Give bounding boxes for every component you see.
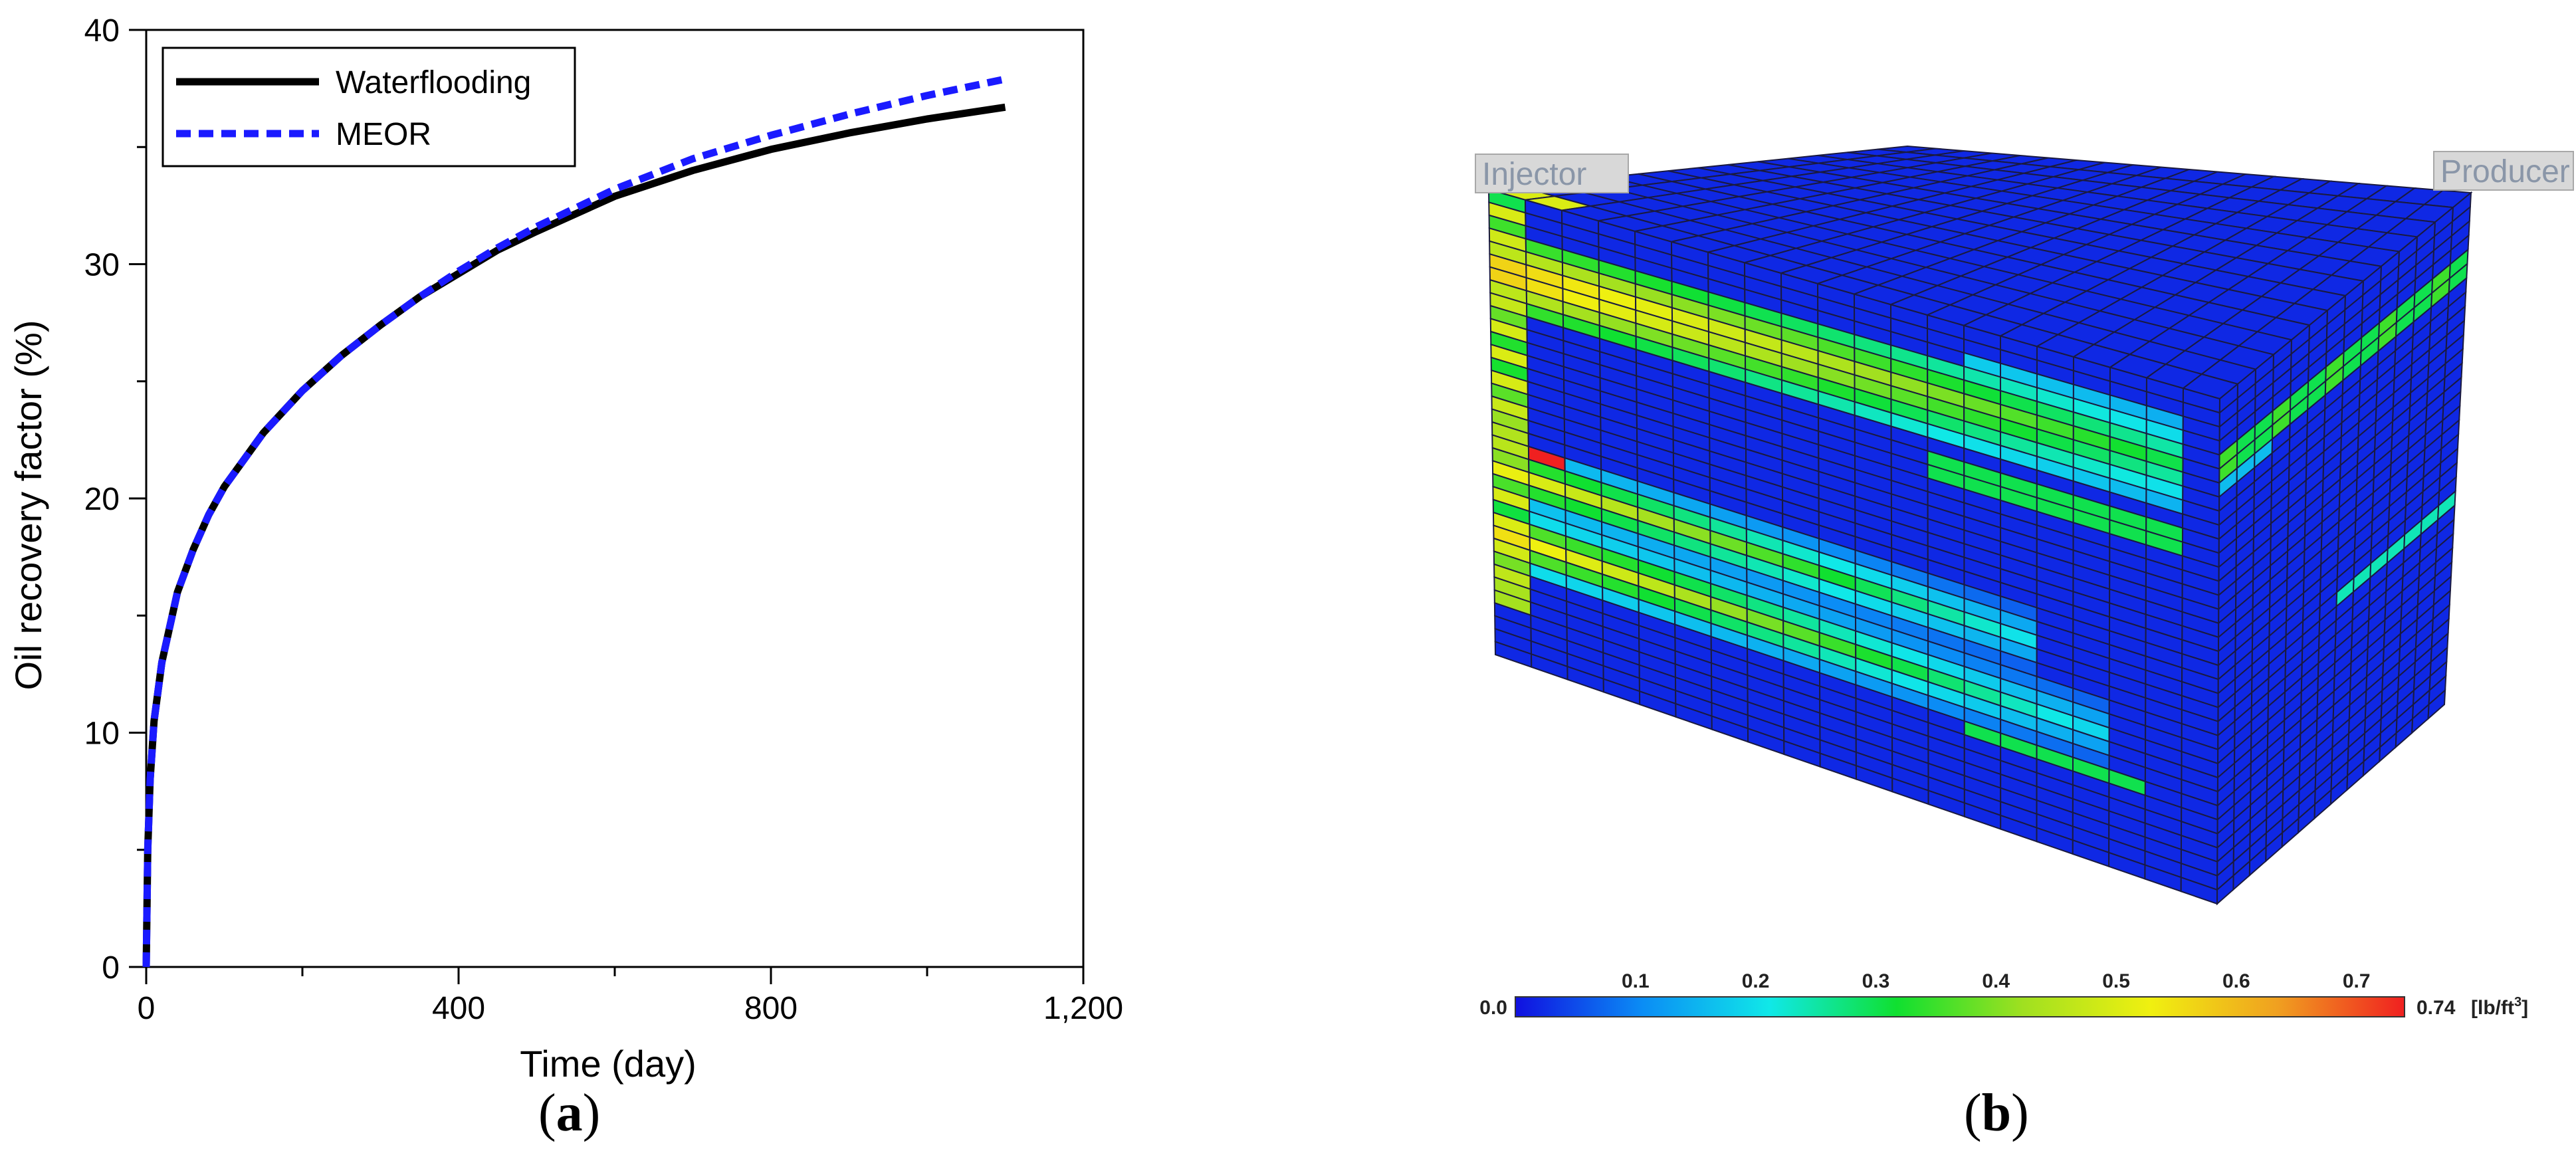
right-face: [2216, 191, 2472, 906]
colorbar-min-label: 0.0: [1479, 997, 1507, 1019]
producer-label: Producer: [2440, 154, 2570, 189]
colorbar-unit: [lb/ft3]: [2471, 995, 2528, 1019]
x-tick-label: 400: [432, 991, 485, 1026]
caption-a-letter: a: [556, 1084, 583, 1142]
colorbar: 0.1 0.2 0.3 0.4 0.5 0.6 0.7 0.0 0.74 [lb/ft3]: [1479, 970, 2528, 1019]
series-line-meor: [142, 75, 1006, 968]
colorbar-tick-label: 0.2: [1742, 970, 1770, 992]
colorbar-tick-label: 0.6: [2222, 970, 2250, 992]
caption-b-letter: b: [1981, 1084, 2012, 1142]
injector-label-box: [1475, 154, 1629, 193]
colorbar-tick-label: 0.7: [2343, 970, 2371, 992]
y-tick-label: 30: [84, 248, 120, 283]
colorbar-bar: [1515, 996, 2405, 1017]
legend: Waterflooding MEOR: [161, 47, 576, 167]
plot-frame: [145, 29, 1085, 968]
y-tick-label: 0: [102, 950, 120, 986]
x-axis-label: Time (day): [520, 1043, 697, 1085]
colorbar-max-label: 0.74: [2416, 997, 2456, 1019]
right-cell: [2427, 688, 2446, 720]
recovery-line-chart: 0 400 800 1,200 0 10 20 30 40 Oil recovery facto…: [7, 13, 1123, 1085]
reservoir-grid-3d: Injector Producer 0.1 0.2 0.3 0.4 0.5 0.6 0.70.…: [1475, 145, 2574, 1019]
x-tick-label: 1,200: [1043, 991, 1123, 1026]
caption-b: (b): [1964, 1084, 2029, 1142]
panel-a: 0 400 800 1,200 0 10 20 30 40 Oil recovery facto…: [0, 0, 1289, 1162]
top-face: [1488, 145, 2473, 400]
x-tick-label: 800: [744, 991, 798, 1026]
caption-a: (a): [538, 1084, 601, 1142]
injector-label: Injector: [1482, 157, 1586, 192]
front-face: [1487, 188, 2221, 905]
colorbar-tick-label: 0.3: [1862, 970, 1890, 992]
y-tick-label: 20: [84, 482, 120, 517]
legend-entry: Waterflooding: [336, 65, 531, 100]
colorbar-tick-label: 0.4: [1982, 970, 2010, 992]
colorbar-tick-label: 0.5: [2102, 970, 2130, 992]
legend-entry: MEOR: [336, 117, 431, 152]
y-tick-label: 40: [84, 13, 120, 49]
y-axis-label: Oil recovery factor (%): [7, 320, 49, 690]
legend-box: [161, 47, 576, 167]
x-tick-label: 0: [138, 991, 156, 1026]
colorbar-tick-label: 0.1: [1622, 970, 1650, 992]
panel-b: Injector Producer 0.1 0.2 0.3 0.4 0.5 0.6 0.7 0.…: [1362, 0, 2576, 1162]
producer-label-box: [2433, 151, 2574, 191]
y-tick-label: 10: [84, 716, 120, 752]
series-line-waterflooding: [142, 103, 1006, 968]
